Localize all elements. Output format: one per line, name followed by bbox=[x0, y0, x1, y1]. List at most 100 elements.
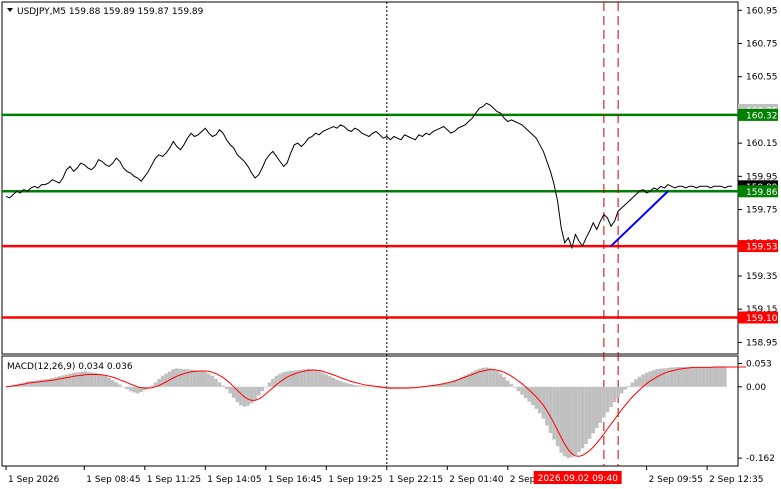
macd-bar bbox=[75, 372, 79, 387]
time-tick-label: 1 Sep 2026 bbox=[8, 475, 60, 485]
price-tick-label: 159.15 bbox=[746, 305, 778, 315]
macd-bar bbox=[278, 373, 282, 387]
macd-bar bbox=[399, 386, 403, 389]
macd-bar bbox=[534, 386, 539, 409]
macd-bar bbox=[146, 386, 151, 389]
macd-bar bbox=[157, 378, 161, 387]
macd-bar bbox=[541, 386, 546, 419]
macd-bar bbox=[110, 380, 115, 387]
macd-bar bbox=[691, 367, 695, 387]
macd-bar bbox=[566, 386, 571, 459]
macd-bar bbox=[224, 386, 229, 389]
macd-bar bbox=[185, 369, 190, 387]
level-lines bbox=[2, 113, 738, 319]
macd-bar bbox=[310, 369, 314, 387]
macd-bar bbox=[584, 386, 588, 444]
macd-bar bbox=[694, 367, 699, 387]
macd-bar bbox=[231, 386, 236, 398]
time-tick-label: 2 Sep 12:35 bbox=[709, 475, 763, 485]
macd-bar bbox=[352, 385, 357, 387]
macd-bar bbox=[132, 386, 136, 393]
level-tag: 159.10 bbox=[746, 314, 778, 324]
level-tag-bg bbox=[738, 108, 778, 121]
macd-bar bbox=[82, 371, 87, 387]
macd-bar bbox=[199, 370, 204, 387]
macd-bar bbox=[175, 368, 179, 387]
macd-bar bbox=[502, 377, 507, 387]
price-tick-label: 160.55 bbox=[746, 73, 778, 83]
macd-bar bbox=[360, 385, 364, 387]
macd-bar bbox=[623, 386, 628, 390]
macd-bar bbox=[680, 367, 684, 387]
macd-bar bbox=[203, 371, 208, 387]
time-tick-label: 1 Sep 14:05 bbox=[207, 475, 261, 485]
macd-bar bbox=[139, 386, 144, 393]
time-tick-label: 1 Sep 11:25 bbox=[147, 475, 201, 485]
macd-bar bbox=[135, 386, 140, 394]
macd-bar bbox=[698, 367, 702, 387]
macd-bar bbox=[288, 370, 293, 387]
macd-bar bbox=[25, 381, 30, 387]
macd-bar bbox=[438, 384, 442, 387]
macd-bar bbox=[356, 385, 361, 387]
macd-bar bbox=[548, 386, 553, 433]
macd-bar bbox=[61, 375, 65, 387]
macd-bar bbox=[591, 386, 595, 434]
macd-bar bbox=[89, 372, 94, 387]
macd-bar bbox=[463, 375, 467, 387]
macd-bar bbox=[466, 373, 471, 387]
macd-bar bbox=[666, 367, 670, 387]
time-tick-label: 1 Sep 19:25 bbox=[328, 475, 382, 485]
macd-bar bbox=[214, 378, 218, 387]
macd-bar bbox=[256, 386, 261, 396]
macd-bar bbox=[68, 373, 72, 387]
macd-bar bbox=[619, 386, 624, 394]
macd-bar bbox=[228, 386, 232, 394]
macd-panel[interactable] bbox=[1, 355, 739, 467]
macd-bar bbox=[46, 378, 51, 387]
macd-bar bbox=[676, 367, 681, 387]
macd-bar bbox=[637, 376, 642, 387]
macd-bar bbox=[598, 386, 603, 423]
price-panel[interactable] bbox=[1, 1, 739, 355]
macd-bar bbox=[324, 374, 329, 387]
macd-bar bbox=[495, 370, 499, 387]
macd-bar bbox=[71, 372, 76, 387]
macd-bar bbox=[103, 375, 108, 387]
macd-bar bbox=[342, 382, 346, 387]
macd-bar bbox=[189, 369, 193, 387]
macd-bar bbox=[484, 367, 489, 387]
macd-bar bbox=[530, 386, 535, 406]
macd-bar bbox=[602, 386, 606, 418]
macd-tick-label: 0.053 bbox=[746, 359, 772, 369]
macd-bar bbox=[331, 378, 336, 387]
time-axis: 1 Sep 2026 1 Sep 08:45 1 Sep 11:25 1 Sep 14… bbox=[5, 466, 763, 485]
macd-bar bbox=[655, 369, 660, 387]
macd-bar bbox=[705, 367, 709, 387]
macd-bar bbox=[317, 371, 321, 387]
macd-bar bbox=[246, 386, 250, 406]
macd-bar bbox=[363, 386, 368, 387]
time-tick-label: 1 Sep 22:15 bbox=[389, 475, 443, 485]
macd-bar bbox=[481, 367, 485, 387]
price-tick-label: 160.15 bbox=[746, 139, 778, 149]
macd-bar bbox=[78, 371, 83, 387]
macd-bar bbox=[43, 379, 47, 387]
dropdown-arrow-icon[interactable] bbox=[7, 8, 13, 12]
macd-bar bbox=[719, 367, 724, 387]
macd-bar bbox=[349, 384, 353, 387]
macd-bar bbox=[182, 369, 186, 387]
macd-bar bbox=[306, 368, 311, 387]
time-tick-label: 2 Sep 09:55 bbox=[649, 475, 703, 485]
macd-bar bbox=[669, 367, 674, 387]
macd-bar bbox=[128, 386, 133, 392]
macd-axis: 0.053 0.00 -0.162 bbox=[738, 359, 775, 464]
macd-bar bbox=[498, 373, 503, 387]
macd-bar bbox=[264, 386, 268, 388]
macd-bar bbox=[715, 367, 720, 387]
macd-bar bbox=[659, 368, 663, 387]
macd-bar bbox=[285, 371, 289, 387]
macd-bar bbox=[641, 374, 645, 387]
